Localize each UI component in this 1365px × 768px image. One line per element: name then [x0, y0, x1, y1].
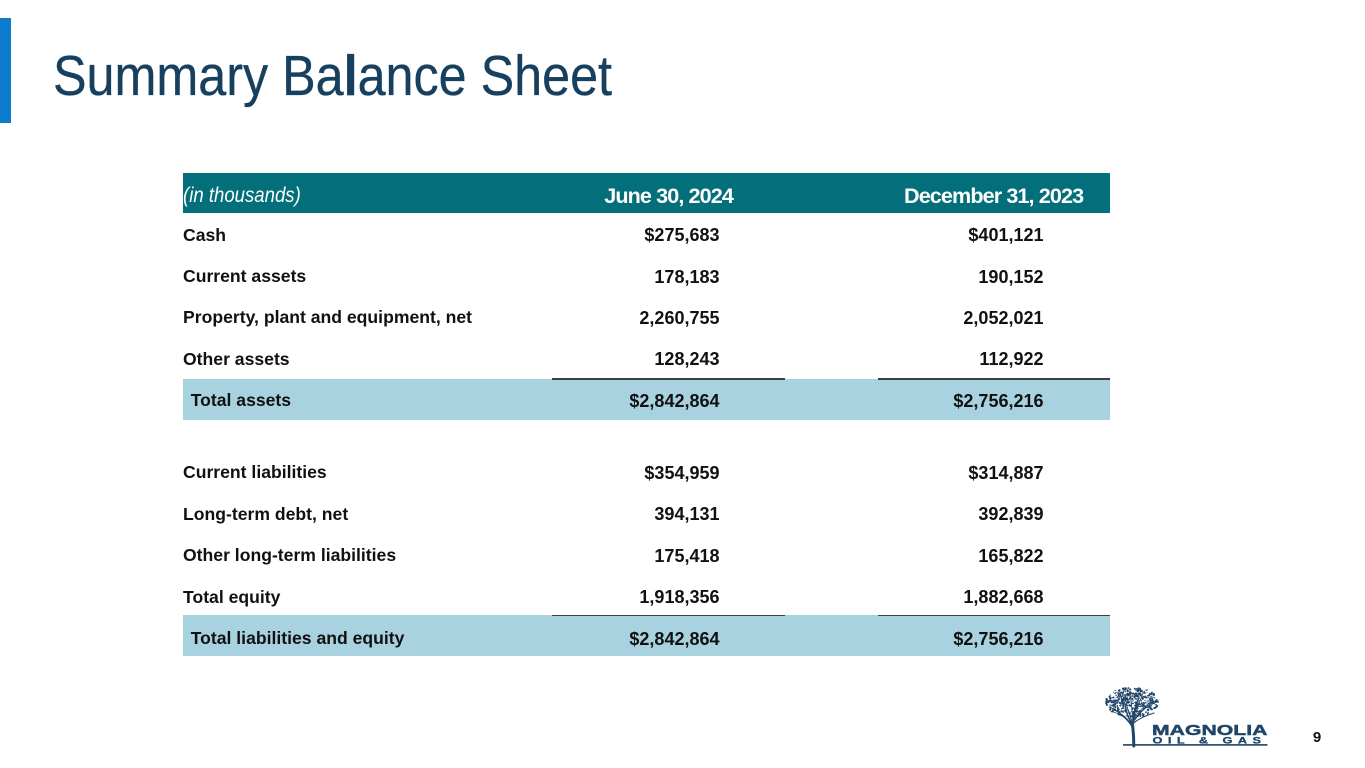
svg-text:MAGNOLIA: MAGNOLIA: [1152, 722, 1268, 739]
svg-text:OIL & GAS: OIL & GAS: [1153, 735, 1267, 745]
